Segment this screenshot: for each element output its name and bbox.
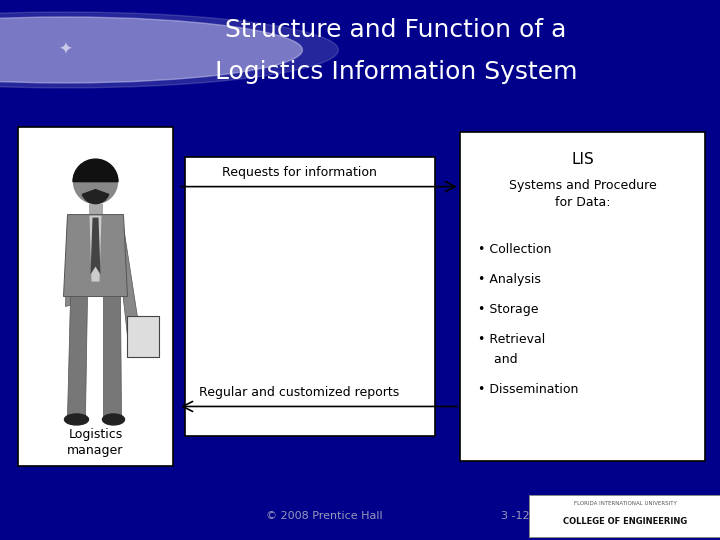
Text: and: and bbox=[478, 353, 518, 366]
FancyBboxPatch shape bbox=[529, 495, 720, 537]
Text: ✦: ✦ bbox=[58, 41, 72, 59]
Ellipse shape bbox=[65, 414, 89, 425]
Text: • Analysis: • Analysis bbox=[478, 273, 541, 286]
Text: Logistics Information System: Logistics Information System bbox=[215, 60, 577, 84]
FancyBboxPatch shape bbox=[127, 315, 158, 357]
Text: • Collection: • Collection bbox=[478, 243, 552, 256]
Circle shape bbox=[73, 160, 117, 204]
Polygon shape bbox=[115, 227, 140, 336]
FancyBboxPatch shape bbox=[18, 127, 173, 467]
Text: LIS: LIS bbox=[571, 152, 594, 167]
Circle shape bbox=[0, 17, 302, 83]
Text: Logistics: Logistics bbox=[68, 428, 122, 441]
FancyBboxPatch shape bbox=[460, 132, 705, 461]
Text: Structure and Function of a: Structure and Function of a bbox=[225, 18, 567, 42]
Text: © 2008 Prentice Hall: © 2008 Prentice Hall bbox=[266, 511, 382, 521]
Polygon shape bbox=[63, 214, 127, 296]
FancyBboxPatch shape bbox=[89, 204, 102, 215]
Wedge shape bbox=[73, 159, 118, 181]
Circle shape bbox=[0, 12, 338, 88]
Text: • Retrieval: • Retrieval bbox=[478, 333, 545, 346]
Text: • Storage: • Storage bbox=[478, 303, 539, 316]
Polygon shape bbox=[91, 218, 101, 274]
Text: 3 -12: 3 -12 bbox=[500, 511, 529, 521]
Polygon shape bbox=[89, 215, 102, 281]
Text: COLLEGE OF ENGINEERING: COLLEGE OF ENGINEERING bbox=[563, 517, 687, 526]
Text: Systems and Procedure
for Data:: Systems and Procedure for Data: bbox=[508, 179, 657, 208]
Text: FLORIDA INTERNATIONAL UNIVERSITY: FLORIDA INTERNATIONAL UNIVERSITY bbox=[574, 501, 676, 506]
Polygon shape bbox=[68, 296, 88, 416]
Text: • Dissemination: • Dissemination bbox=[478, 383, 578, 396]
Text: Regular and customized reports: Regular and customized reports bbox=[199, 386, 399, 399]
Ellipse shape bbox=[102, 414, 125, 425]
FancyBboxPatch shape bbox=[185, 157, 435, 436]
Text: manager: manager bbox=[67, 444, 124, 457]
Wedge shape bbox=[82, 190, 109, 204]
Polygon shape bbox=[104, 296, 122, 416]
Polygon shape bbox=[66, 221, 81, 307]
Text: Requests for information: Requests for information bbox=[222, 166, 377, 179]
